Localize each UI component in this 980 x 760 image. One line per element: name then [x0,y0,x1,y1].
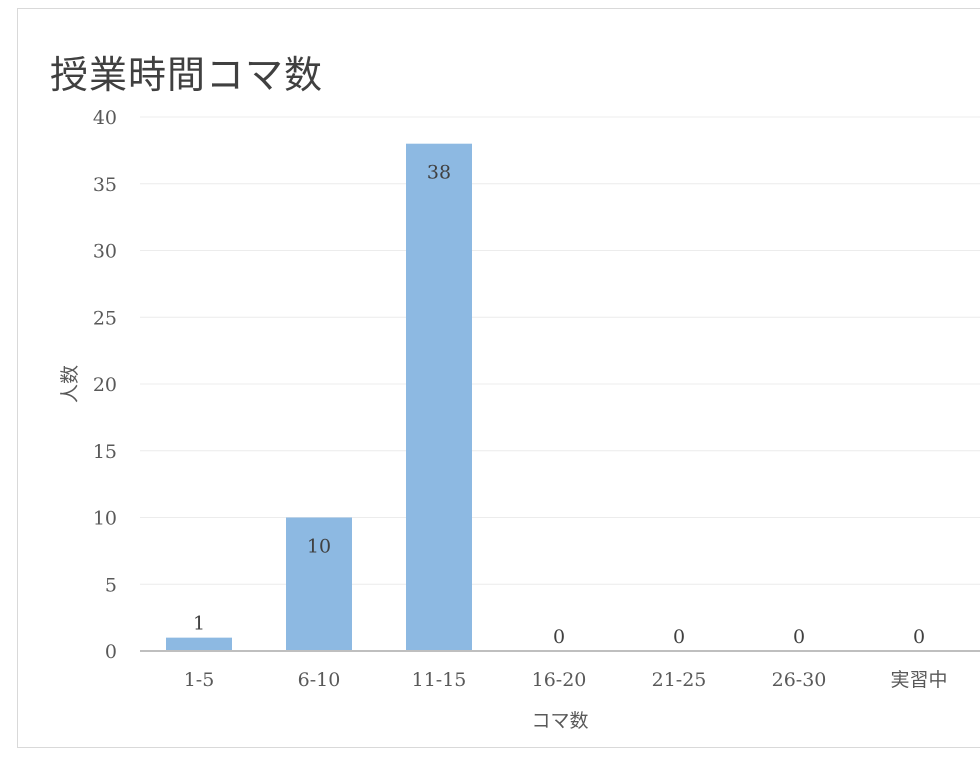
y-tick-label: 40 [93,107,117,129]
gridlines [140,116,980,585]
y-tick-labels: 0 5 10 15 20 25 30 35 40 [93,107,117,663]
data-label: 38 [427,162,451,184]
x-tick-label: 6-10 [298,669,341,691]
data-label: 0 [673,626,685,648]
x-tick-label: 1-5 [184,669,215,691]
x-tick-labels: 1-5 6-10 11-15 16-20 21-25 26-30 実習中 [184,669,948,691]
y-tick-label: 0 [105,641,117,663]
y-tick-label: 30 [93,241,117,263]
y-tick-label: 10 [93,508,117,530]
data-label: 0 [913,626,925,648]
y-tick-label: 15 [93,441,117,463]
chart-title: 授業時間コマ数 [50,53,324,97]
bars [166,143,472,651]
y-tick-label: 20 [93,374,117,396]
x-tick-label: 16-20 [532,669,587,691]
y-axis-label: 人数 [59,365,81,403]
data-label: 0 [793,626,805,648]
data-label: 1 [193,613,205,635]
bar [286,517,352,651]
data-label: 10 [307,536,331,558]
x-axis-label: コマ数 [531,710,588,732]
data-labels: 1 10 38 0 0 0 0 [193,162,925,648]
data-label: 0 [553,626,565,648]
chart-frame [17,8,980,748]
y-tick-label: 25 [93,307,117,329]
x-tick-label: 実習中 [890,669,947,691]
bar [166,637,232,651]
y-tick-label: 5 [105,574,117,596]
y-tick-label: 35 [93,174,117,196]
x-tick-label: 21-25 [652,669,707,691]
x-tick-label: 26-30 [772,669,827,691]
x-tick-label: 11-15 [412,669,467,691]
bar [406,143,472,651]
